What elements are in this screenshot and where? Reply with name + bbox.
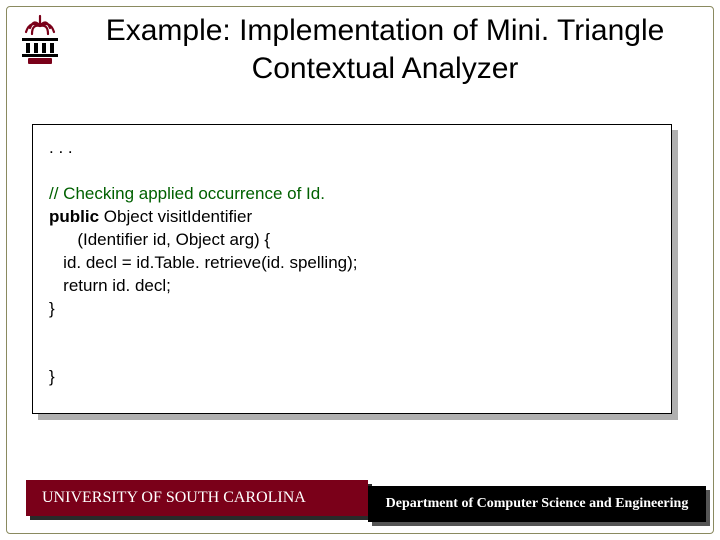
code-line: return id. decl; [49, 275, 655, 298]
code-line: (Identifier id, Object arg) { [49, 229, 655, 252]
footer-university: UNIVERSITY OF SOUTH CAROLINA [26, 480, 368, 516]
code-line: . . . [49, 137, 655, 160]
code-line: } [49, 298, 655, 321]
footer-department: Department of Computer Science and Engin… [368, 486, 706, 522]
slide-title: Example: Implementation of Mini. Triangl… [80, 12, 690, 87]
code-line [49, 321, 655, 344]
code-line [49, 343, 655, 366]
code-line: public Object visitIdentifier [49, 206, 655, 229]
university-logo [12, 10, 68, 66]
code-line [49, 160, 655, 183]
code-line: } [49, 366, 655, 389]
code-line: id. decl = id.Table. retrieve(id. spelli… [49, 252, 655, 275]
code-box: . . . // Checking applied occurrence of … [32, 124, 672, 414]
code-line: // Checking applied occurrence of Id. [49, 183, 655, 206]
